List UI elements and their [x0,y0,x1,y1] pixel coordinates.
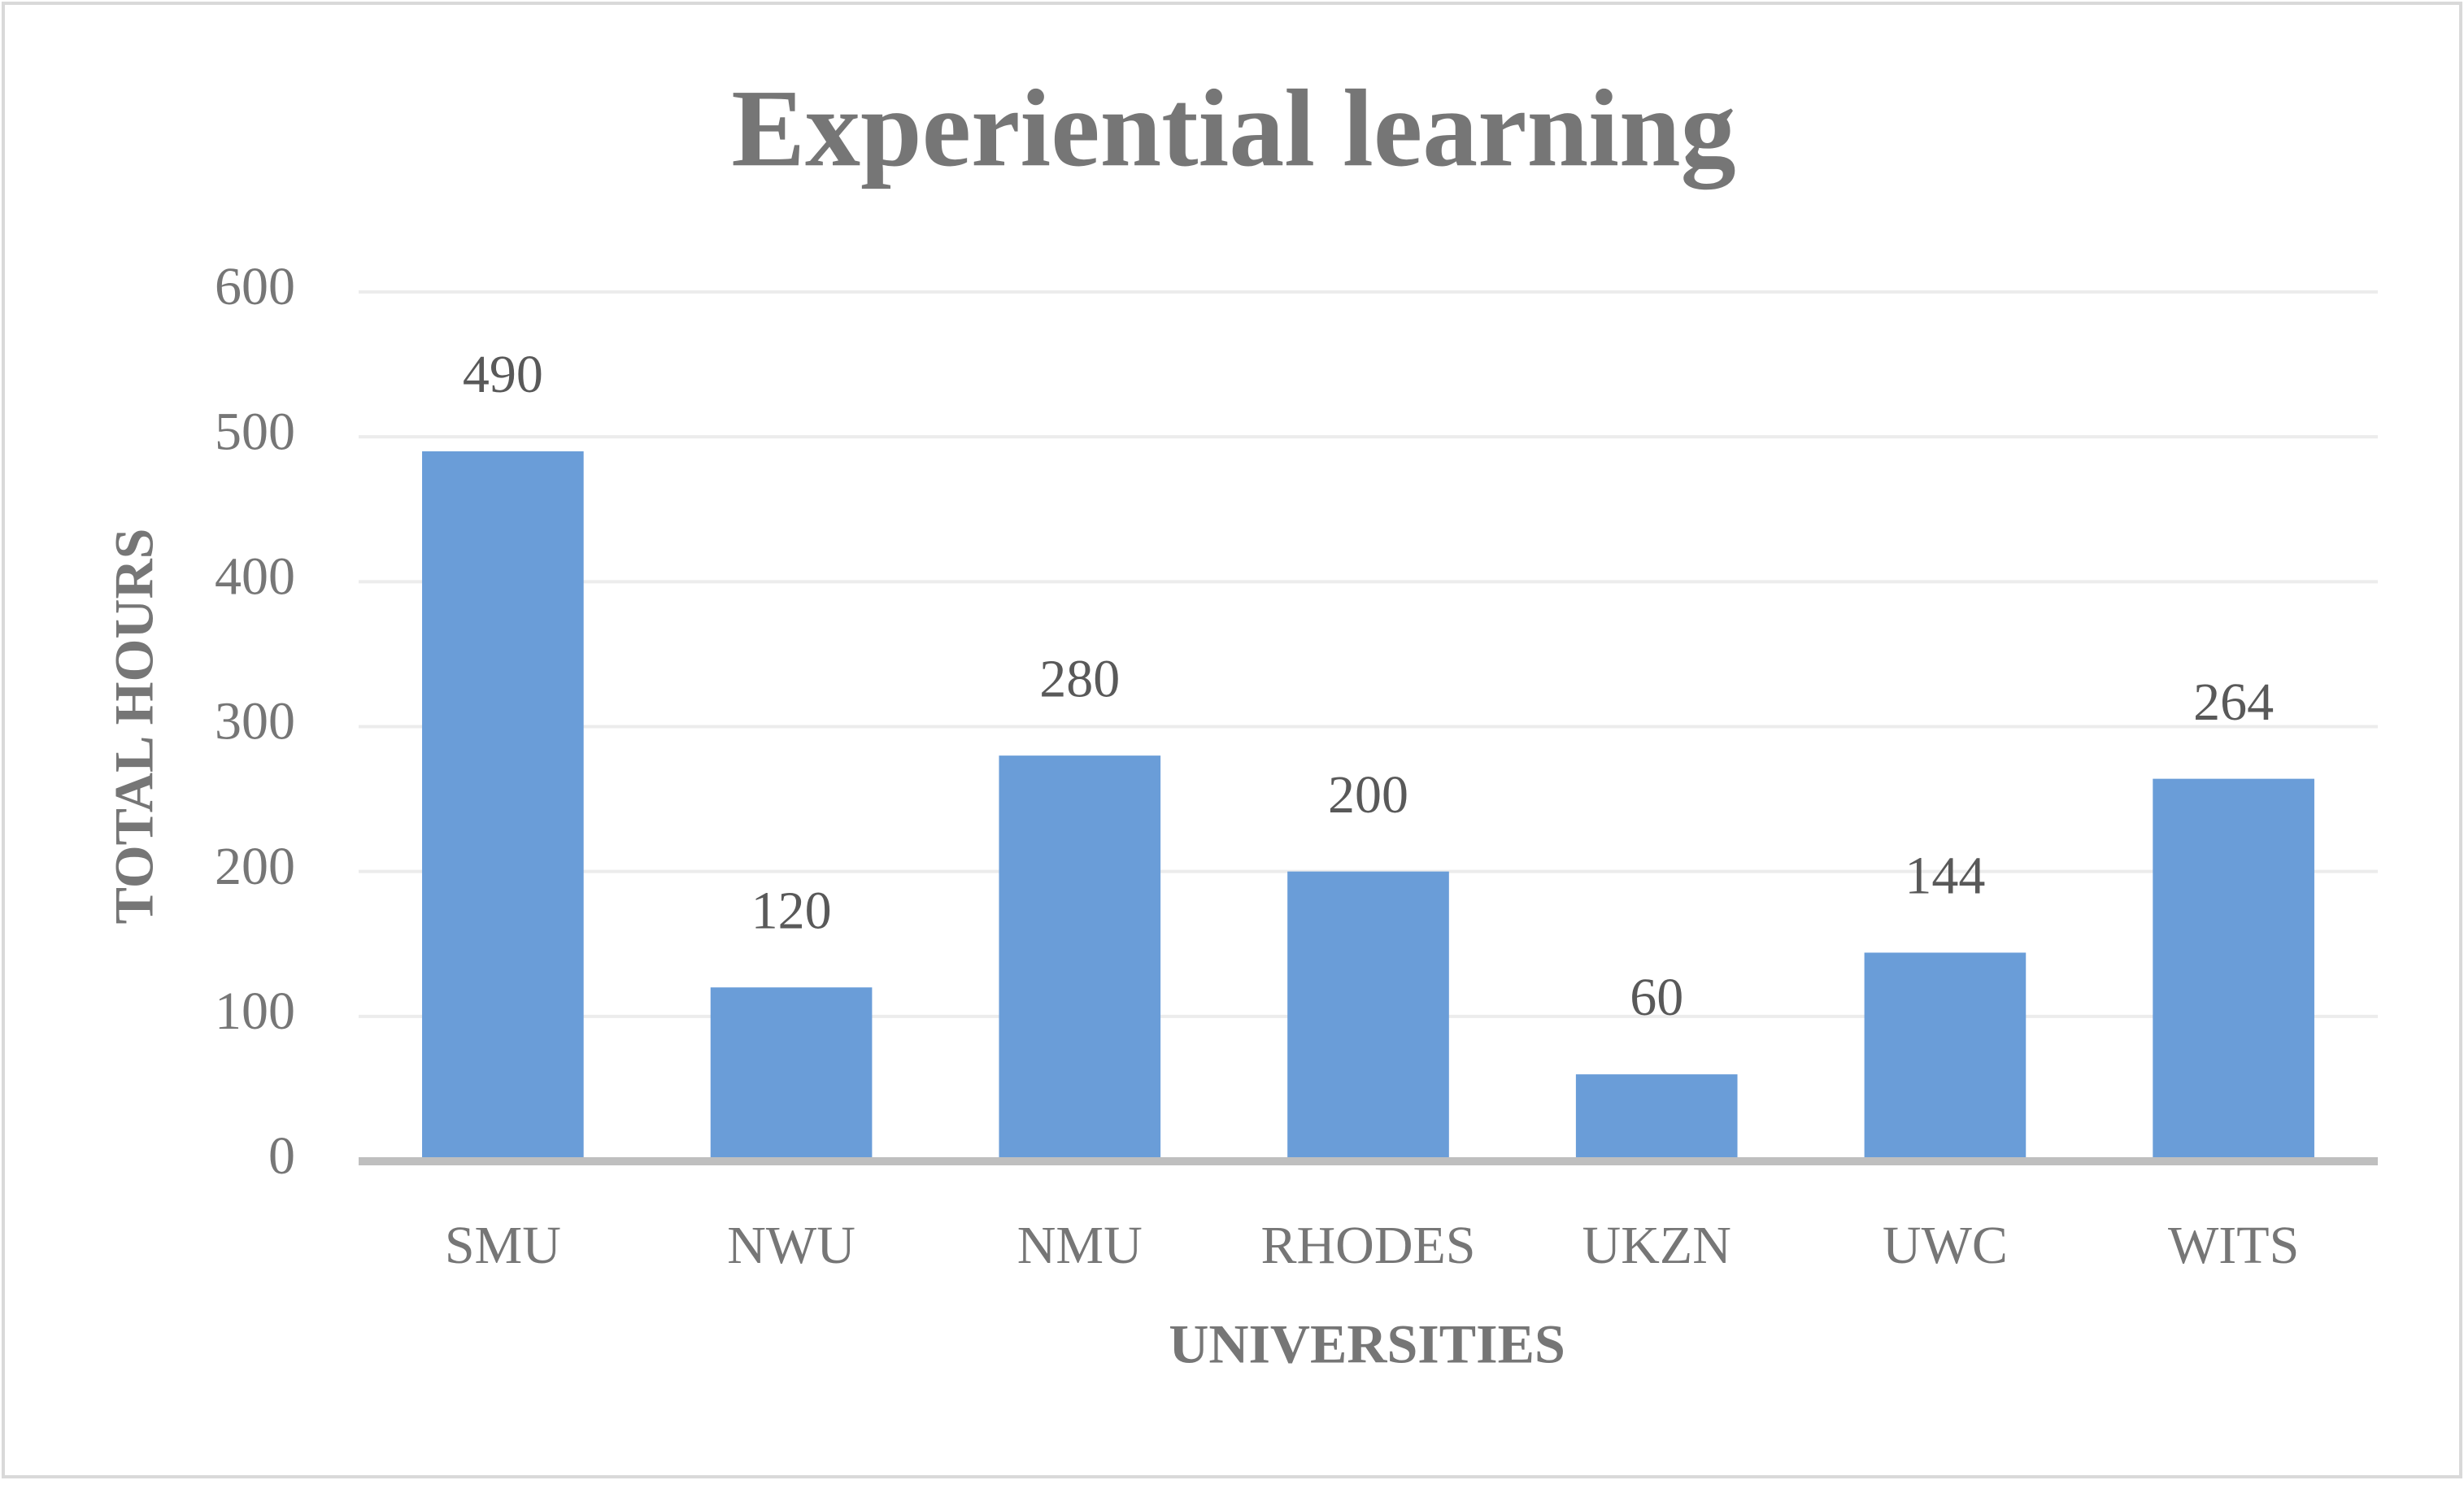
x-tick-label: UKZN [1582,1216,1731,1275]
data-label: 120 [751,881,832,940]
x-tick-label: SMU [445,1216,561,1275]
bar [422,451,584,1161]
data-label: 280 [1039,649,1120,708]
x-tick-label: NMU [1017,1216,1143,1275]
bar [1864,952,2026,1161]
bar [2153,778,2314,1161]
data-label: 200 [1328,765,1408,825]
x-tick-label: WITS [2168,1216,2299,1275]
data-label: 490 [463,345,543,404]
y-tick-label: 300 [215,692,295,751]
bar [1287,871,1449,1161]
x-tick-label: NWU [727,1216,855,1275]
x-tick-label: UWC [1883,1216,2008,1275]
bar [710,987,873,1161]
y-axis-title: TOTAL HOURS [103,529,165,925]
x-tick-label: RHODES [1260,1216,1475,1275]
x-axis-title: UNIVERSITIES [1169,1313,1565,1375]
y-tick-label: 0 [268,1126,295,1186]
data-label: 60 [1630,968,1683,1027]
bar [1575,1074,1738,1161]
y-tick-label: 200 [215,837,295,896]
chart-title: Experiential learning [731,67,1735,189]
bar [999,755,1161,1161]
y-tick-label: 600 [215,257,295,316]
data-label: 144 [1905,847,1985,906]
y-tick-label: 100 [215,982,295,1041]
y-tick-label: 400 [215,546,295,606]
data-label: 264 [2193,673,2274,732]
y-tick-label: 500 [215,402,295,461]
